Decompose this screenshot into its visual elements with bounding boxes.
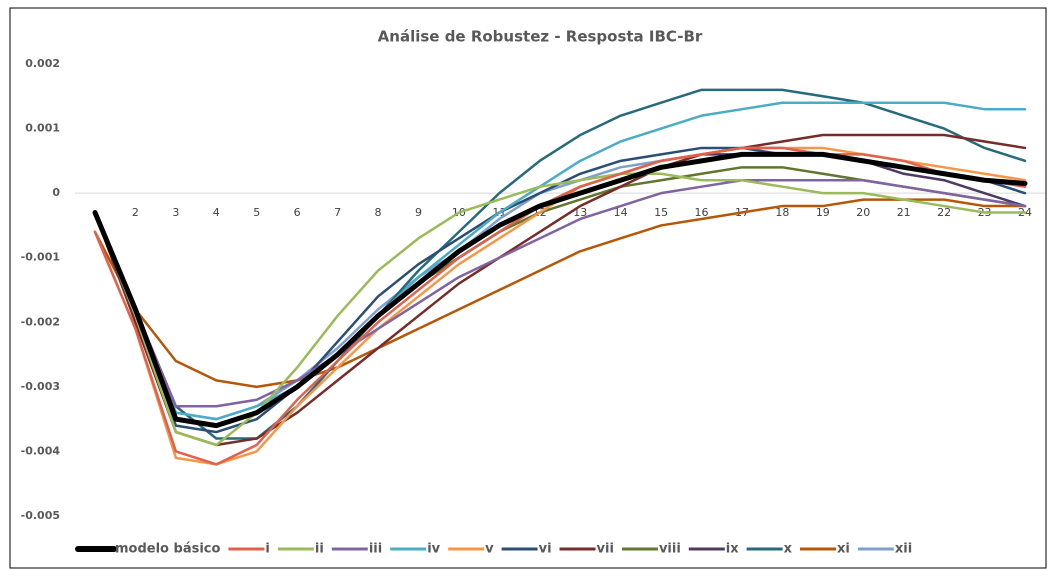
y-tick-label: -0.005 [21,509,60,522]
chart-frame [9,7,1047,569]
x-tick-label: 21 [897,206,911,219]
legend-label: v [485,542,494,557]
legend-label: modelo básico [115,542,220,557]
x-tick-label: 18 [775,206,789,219]
x-tick-label: 5 [253,206,260,219]
y-tick-label: 0.002 [25,57,60,70]
legend-label: ii [315,542,324,557]
chart-title: Análise de Robustez - Resposta IBC-Br [378,28,703,46]
y-tick-label: 0.001 [25,122,60,135]
x-tick-label: 22 [937,206,951,219]
legend-label: viii [659,542,681,557]
series-line [93,146,1027,466]
series-line [93,101,1027,421]
x-tick-label: 20 [856,206,870,219]
x-tick-label: 6 [294,206,301,219]
x-tick-label: 16 [695,206,709,219]
legend-label: vi [539,542,552,557]
x-tick-label: 7 [334,206,341,219]
series-line [93,198,1027,389]
series-line [93,133,1027,447]
x-tick-label: 8 [375,206,382,219]
y-tick-label: 0 [52,186,60,199]
x-tick-label: 2 [132,206,139,219]
series-line [92,151,1028,429]
y-tick-label: -0.001 [21,251,60,264]
x-tick-label: 4 [213,206,220,219]
legend-label: xii [895,542,912,557]
x-tick-label: 14 [614,206,628,219]
x-tick-label: 9 [415,206,422,219]
legend-label: iv [427,542,440,557]
x-tick-label: 3 [172,206,179,219]
x-tick-label: 19 [816,206,830,219]
series-line [93,172,1027,447]
legend-label: iii [369,542,382,557]
series-line [93,178,1027,408]
legend-label: x [784,542,793,557]
legend-label: ix [726,542,739,557]
legend-label: xi [837,542,850,557]
legend-label: vii [597,542,614,557]
legend-label: i [265,542,269,557]
y-tick-label: -0.002 [21,315,60,328]
x-tick-label: 15 [654,206,668,219]
y-tick-label: -0.003 [21,380,60,393]
y-tick-label: -0.004 [21,444,61,457]
